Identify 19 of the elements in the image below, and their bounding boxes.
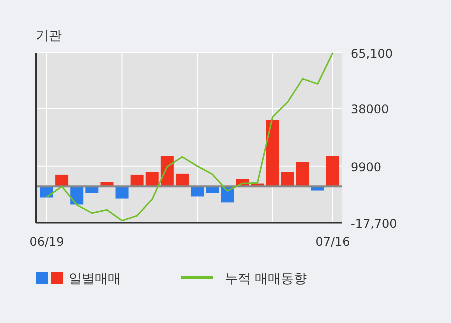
y-tick-label: 65,100 bbox=[351, 47, 393, 61]
y-tick-label: 9900 bbox=[351, 160, 382, 174]
bar bbox=[326, 156, 340, 187]
y-tick-label: -17,700 bbox=[351, 217, 398, 231]
legend-label: 일별매매 bbox=[69, 272, 121, 287]
bar bbox=[146, 172, 159, 187]
bar bbox=[266, 120, 280, 187]
bar bbox=[176, 174, 189, 187]
chart-title: 기관 bbox=[36, 29, 62, 44]
x-tick-label: 06/19 bbox=[30, 235, 64, 249]
legend-label: 누적 매매동향 bbox=[225, 272, 308, 287]
bar bbox=[296, 162, 310, 187]
bar bbox=[116, 186, 129, 199]
bar bbox=[56, 174, 69, 187]
y-tick-label: 38000 bbox=[351, 102, 390, 117]
x-tick-label: 07/16 bbox=[316, 235, 350, 249]
line-series bbox=[46, 52, 334, 222]
bar bbox=[281, 172, 294, 187]
bar bbox=[130, 174, 144, 187]
